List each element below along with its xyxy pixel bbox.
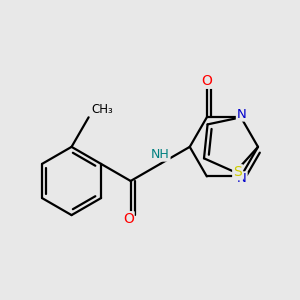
Text: NH: NH (151, 148, 170, 161)
Text: S: S (233, 165, 242, 179)
Text: CH₃: CH₃ (91, 103, 113, 116)
Text: N: N (237, 108, 247, 121)
Text: N: N (237, 172, 247, 185)
Text: O: O (123, 212, 134, 226)
Text: O: O (201, 74, 212, 88)
